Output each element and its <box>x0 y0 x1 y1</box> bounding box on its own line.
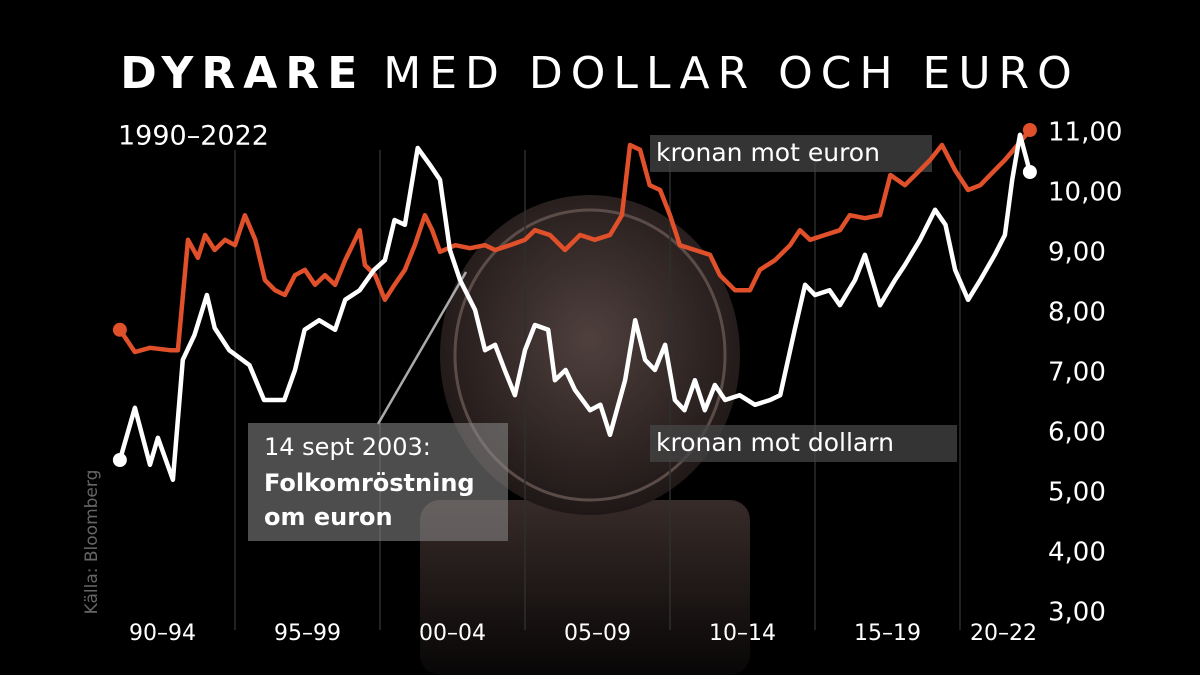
y-tick-label: 10,00 <box>1048 178 1122 208</box>
annotation-text: om euron <box>264 503 393 531</box>
y-tick-label: 3,00 <box>1048 598 1106 628</box>
end-dot <box>112 453 127 467</box>
title-bold: DYRARE <box>120 48 365 99</box>
chart-title: DYRARE MED DOLLAR OCH EURO <box>120 48 1080 99</box>
x-tick-label: 20–22 <box>970 621 1037 646</box>
source: Källa: Bloomberg <box>82 470 102 615</box>
annotation-pointer <box>376 271 468 425</box>
series-line <box>117 132 1033 483</box>
end-dot <box>112 322 127 337</box>
y-tick-label: 5,00 <box>1048 478 1106 508</box>
y-tick-label: 4,00 <box>1048 538 1106 568</box>
annotation-date: 14 sept 2003: <box>264 433 431 461</box>
y-tick-label: 6,00 <box>1048 418 1106 448</box>
y-tick-label: 11,00 <box>1048 118 1122 148</box>
y-tick-label: 8,00 <box>1048 298 1106 328</box>
x-tick-label: 05–09 <box>564 621 631 646</box>
series-label: kronan mot dollarn <box>656 428 894 457</box>
title-light: MED DOLLAR OCH EURO <box>383 48 1079 99</box>
series-label-box <box>650 425 957 462</box>
series-line <box>118 128 1032 355</box>
x-tick-label: 15–19 <box>854 621 921 646</box>
x-tick-label: 90–94 <box>129 621 196 646</box>
x-tick-label: 10–14 <box>709 621 776 646</box>
x-tick-label: 00–04 <box>419 621 486 646</box>
y-tick-label: 9,00 <box>1048 238 1106 268</box>
end-dot <box>1022 165 1037 179</box>
y-tick-label: 7,00 <box>1048 358 1106 388</box>
subtitle: 1990–2022 <box>118 121 269 152</box>
end-dot <box>1022 123 1037 137</box>
annotation-text: Folkomröstning <box>264 469 475 497</box>
series-label-box <box>650 135 932 172</box>
annotation-box <box>248 423 508 541</box>
x-tick-label: 95–99 <box>274 621 341 646</box>
series-label: kronan mot euron <box>656 138 880 167</box>
